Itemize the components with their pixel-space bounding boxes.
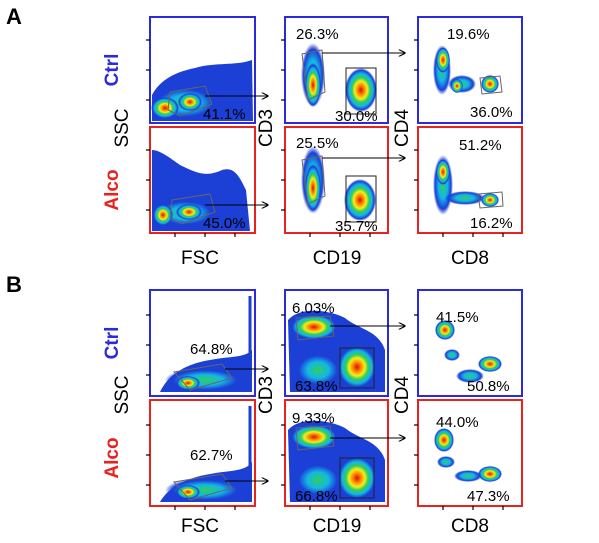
plot-b-ctrl-cd4-cd8: [417, 289, 523, 397]
plot-a-alco-scatter: [149, 126, 256, 234]
ylabel-b-ssc: SSC: [112, 375, 133, 414]
pct-a-alco-cd8: 16.2%: [470, 215, 513, 232]
pct-b-ctrl-cd4: 41.5%: [436, 309, 479, 326]
pct-b-alco-lymph: 62.7%: [190, 447, 233, 464]
gating-arrows-a: [205, 53, 405, 205]
plot-b-alco-cd4-cd8: [417, 399, 523, 507]
pct-b-alco-cd8: 47.3%: [467, 488, 510, 505]
xlabel-a-cd19: CD19: [313, 248, 362, 269]
section-a-label: A: [6, 4, 22, 29]
pct-a-ctrl-lymph: 41.1%: [203, 106, 246, 123]
pct-a-alco-lymph-visible: 45.0%: [203, 215, 246, 232]
group-label-alco-b: Alco: [102, 437, 123, 478]
group-label-alco-a: Alco: [102, 169, 123, 210]
pct-b-ctrl-cd19: 63.8%: [295, 378, 338, 395]
plot-b-ctrl-scatter: [149, 289, 256, 397]
pct-a-ctrl-cd19: 30.0%: [335, 108, 378, 125]
xlabel-b-cd8: CD8: [451, 516, 489, 537]
pct-a-ctrl-cd8: 36.0%: [470, 104, 513, 121]
plot-b-ctrl-cd3-cd19: [284, 289, 389, 397]
pct-b-alco-cd19: 66.8%: [295, 488, 338, 505]
section-b-label: B: [6, 272, 22, 297]
pct-a-alco-cd4: 51.2%: [459, 137, 502, 154]
pct-a-ctrl-cd3: 26.3%: [296, 26, 339, 43]
pct-b-ctrl-lymph: 64.8%: [190, 341, 233, 358]
plot-b-alco-scatter: [149, 399, 256, 507]
group-label-ctrl-b: Ctrl: [102, 327, 123, 360]
gating-arrows-b: [225, 326, 405, 481]
ylabel-a-cd3: CD3: [256, 109, 277, 147]
pct-b-alco-cd3: 9.33%: [292, 410, 335, 427]
pct-a-alco-cd3: 25.5%: [296, 135, 339, 152]
plot-b-alco-cd3-cd19: [284, 399, 389, 507]
pct-b-ctrl-cd8: 50.8%: [467, 378, 510, 395]
pct-a-alco-cd19: 35.7%: [335, 218, 378, 235]
plot-a-ctrl-cd3-cd19: [284, 16, 389, 124]
ylabel-b-cd3: CD3: [256, 376, 277, 414]
xlabel-a-fsc: FSC: [181, 248, 219, 269]
plot-a-ctrl-scatter: [149, 16, 256, 124]
ylabel-a-ssc: SSC: [112, 108, 133, 147]
xlabel-b-fsc: FSC: [181, 516, 219, 537]
group-label-ctrl-a: Ctrl: [102, 54, 123, 87]
xlabel-a-cd8: CD8: [451, 248, 489, 269]
pct-b-alco-cd4: 44.0%: [436, 414, 479, 431]
plot-a-ctrl-cd4-cd8: [417, 16, 523, 124]
axis-ticks: [146, 39, 504, 510]
pct-b-ctrl-cd3: 6.03%: [292, 300, 335, 317]
ylabel-b-cd4: CD4: [392, 376, 413, 414]
plot-a-alco-cd3-cd19: [284, 126, 389, 234]
xlabel-b-cd19: CD19: [313, 516, 362, 537]
ylabel-a-cd4: CD4: [392, 109, 413, 147]
pct-a-ctrl-cd4: 19.6%: [447, 26, 490, 43]
